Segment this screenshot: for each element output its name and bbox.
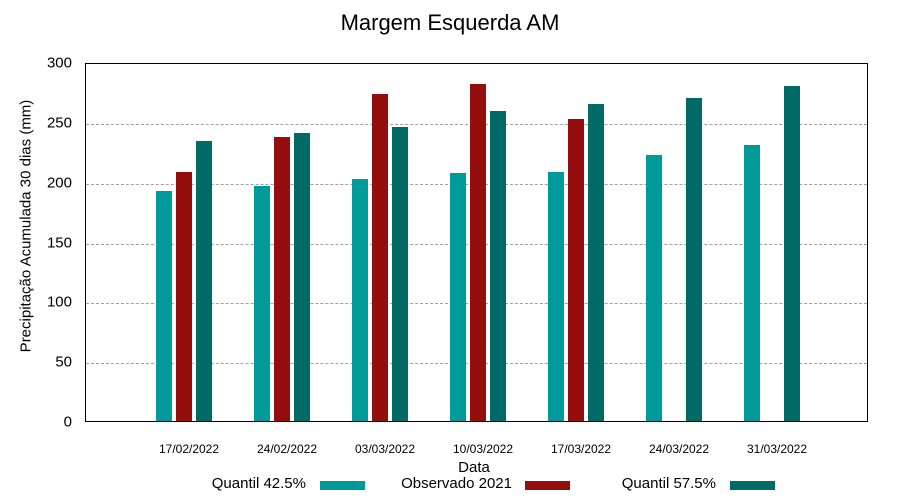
bar xyxy=(156,191,172,421)
legend-label: Quantil 57.5% xyxy=(621,475,716,492)
bar xyxy=(744,144,760,421)
plot-area xyxy=(85,63,868,422)
y-tick-label: 50 xyxy=(55,353,72,371)
y-tick-label: 300 xyxy=(46,54,72,72)
y-tick-label: 0 xyxy=(63,413,72,431)
chart-title: Margem Esquerda AM xyxy=(340,10,560,35)
legend-swatch xyxy=(730,481,775,490)
bar xyxy=(372,94,388,421)
y-tick-label: 150 xyxy=(46,234,72,251)
bar xyxy=(490,111,506,421)
legend-swatch xyxy=(320,481,365,490)
bar xyxy=(274,137,290,421)
bar xyxy=(548,172,564,421)
bar xyxy=(470,83,486,421)
bar xyxy=(450,173,466,421)
bar xyxy=(254,186,270,421)
bar xyxy=(568,119,584,421)
bar xyxy=(646,155,662,421)
x-axis-label: Data xyxy=(458,459,490,476)
bar xyxy=(196,140,212,421)
bar xyxy=(588,103,604,421)
bar xyxy=(294,132,310,421)
y-tick-label: 250 xyxy=(46,114,72,132)
x-tick-label: 10/03/2022 xyxy=(452,442,514,456)
x-tick-label: 24/03/2022 xyxy=(648,442,710,456)
x-tick-label: 17/02/2022 xyxy=(158,442,220,456)
legend-label: Quantil 42.5% xyxy=(211,475,306,492)
x-tick-label: 17/03/2022 xyxy=(550,442,612,456)
y-tick-label: 200 xyxy=(46,174,72,192)
x-tick-label: 24/02/2022 xyxy=(256,442,318,456)
bar xyxy=(392,126,408,421)
legend-swatch xyxy=(525,481,570,490)
x-tick-label: 31/03/2022 xyxy=(746,442,808,456)
bar xyxy=(352,179,368,421)
y-axis-label: Precipitação Acumulada 30 dias (mm) xyxy=(17,99,35,353)
y-tick-label: 100 xyxy=(46,293,72,311)
bar xyxy=(176,172,192,421)
bar xyxy=(784,85,800,421)
x-tick-label: 03/03/2022 xyxy=(354,442,416,456)
legend-label: Observado 2021 xyxy=(401,475,512,492)
bar xyxy=(686,97,702,421)
